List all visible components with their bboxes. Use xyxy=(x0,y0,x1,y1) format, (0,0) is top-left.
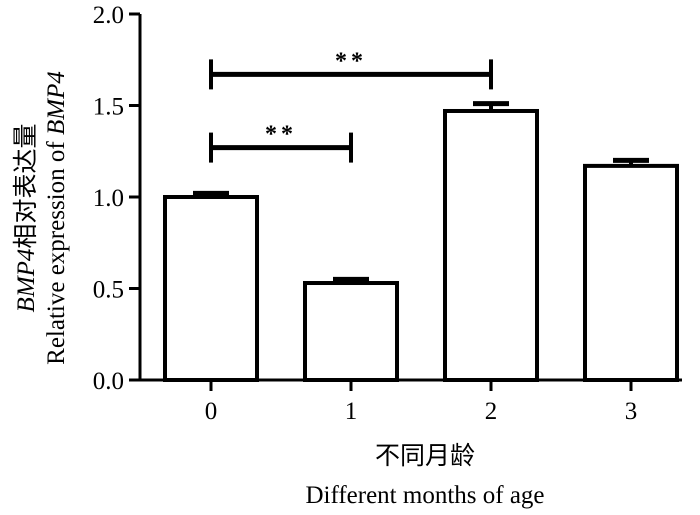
y-tick-label: 1.5 xyxy=(93,94,124,121)
bar xyxy=(163,195,259,382)
y-tick-label: 0.0 xyxy=(93,368,124,395)
y-axis-title-cn: BMP4相对表达量 xyxy=(12,124,40,313)
x-axis-title-en: Different months of age xyxy=(305,482,544,509)
bar xyxy=(443,108,539,383)
bar xyxy=(303,281,399,383)
significance-label: ** xyxy=(335,48,367,74)
y-ticks-group: 0.0 0.5 1.0 1.5 2.0 xyxy=(93,2,140,395)
error-bars-group xyxy=(193,101,649,284)
x-tick-label: 3 xyxy=(625,398,638,425)
significance-label: ** xyxy=(265,122,297,148)
y-axis-title-group: BMP4相对表达量 Relative expression of BMP4 xyxy=(12,71,70,365)
x-tick-label: 0 xyxy=(205,398,218,425)
y-axis-title-en-gene: BMP4 xyxy=(43,71,70,135)
x-ticks-group: 0 1 2 3 xyxy=(205,380,638,425)
y-tick-label: 2.0 xyxy=(93,2,124,29)
y-axis-title-en: Relative expression of BMP4 xyxy=(43,71,70,365)
x-tick-label: 1 xyxy=(345,398,358,425)
y-axis-title-cn-gene: BMP4 xyxy=(13,249,40,313)
x-tick-label: 2 xyxy=(485,398,498,425)
significance-group: ** ** xyxy=(209,48,493,163)
y-tick-label: 0.5 xyxy=(93,277,124,304)
x-axis-title-cn: 不同月龄 xyxy=(375,442,475,470)
y-tick-label: 1.0 xyxy=(93,185,124,212)
y-axis-title-en-prefix: Relative expression of xyxy=(43,135,70,365)
bars-group xyxy=(163,108,679,383)
y-axis-title-cn-rest: 相对表达量 xyxy=(12,124,40,249)
bar xyxy=(583,163,679,382)
